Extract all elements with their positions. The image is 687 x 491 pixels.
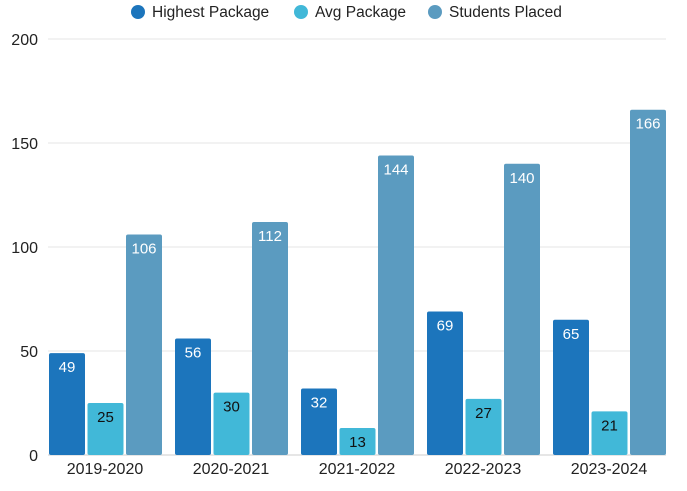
- data-label: 25: [97, 409, 114, 426]
- data-label: 30: [223, 399, 240, 416]
- bar: [213, 392, 250, 455]
- data-label: 32: [311, 394, 328, 411]
- bar: [378, 155, 414, 456]
- data-label: 21: [601, 417, 618, 434]
- bar: [339, 427, 376, 455]
- legend-marker: [294, 5, 308, 19]
- x-axis: 2019-2020 2020-2021 2021-2022 2022-2023 2023…: [67, 461, 648, 478]
- bar: [504, 163, 540, 456]
- bar: [630, 109, 666, 455]
- y-tick-label: 100: [11, 240, 38, 257]
- y-tick-label: 50: [20, 344, 38, 361]
- bar: [553, 319, 589, 455]
- bar: [301, 388, 337, 455]
- data-label: 112: [258, 228, 282, 245]
- data-label: 166: [635, 116, 660, 133]
- data-label: 56: [185, 345, 202, 362]
- bar: [252, 222, 288, 455]
- x-tick-label: 2020-2021: [193, 461, 270, 478]
- bars: 49 25 106 56 30 112 32 13 144 69 27 140 65 21 166: [49, 109, 666, 456]
- legend-marker: [131, 5, 145, 19]
- data-label: 144: [383, 161, 408, 178]
- bar: [427, 311, 463, 455]
- y-tick-label: 150: [11, 136, 38, 153]
- x-tick-label: 2022-2023: [445, 461, 522, 478]
- data-label: 140: [509, 170, 534, 187]
- legend-label: Students Placed: [449, 4, 562, 21]
- x-tick-label: 2023-2024: [571, 461, 648, 478]
- data-label: 27: [475, 405, 492, 422]
- bar: [49, 353, 85, 455]
- data-label: 69: [437, 317, 454, 334]
- legend: Highest Package Avg Package Students Place…: [131, 4, 562, 21]
- bar: [465, 398, 502, 455]
- x-tick-label: 2019-2020: [67, 461, 144, 478]
- bar: [126, 234, 162, 455]
- x-tick-label: 2021-2022: [319, 461, 396, 478]
- bar: [591, 411, 628, 455]
- y-tick-label: 0: [29, 448, 38, 465]
- data-label: 13: [349, 434, 366, 451]
- legend-label: Avg Package: [315, 4, 406, 21]
- data-label: 106: [131, 241, 156, 258]
- y-tick-label: 200: [11, 32, 38, 49]
- legend-marker: [428, 5, 442, 19]
- bar: [87, 403, 124, 455]
- data-label: 65: [563, 326, 580, 343]
- data-label: 49: [59, 359, 76, 376]
- legend-label: Highest Package: [152, 4, 269, 21]
- bar: [175, 338, 211, 455]
